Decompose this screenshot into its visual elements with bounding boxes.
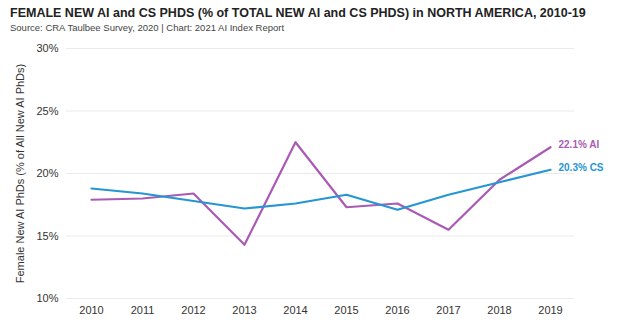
svg-text:2010: 2010 (79, 304, 103, 316)
svg-text:2016: 2016 (385, 304, 409, 316)
svg-text:25%: 25% (36, 105, 58, 117)
svg-text:2012: 2012 (181, 304, 205, 316)
svg-text:2018: 2018 (487, 304, 511, 316)
svg-text:30%: 30% (36, 42, 58, 54)
svg-text:22.1% AI: 22.1% AI (559, 139, 600, 150)
svg-text:20%: 20% (36, 167, 58, 179)
html-text:FEMALE NEW AI and CS PHDS (% o: FEMALE NEW AI and CS PHDS (% of TOTAL NE… (10, 6, 586, 20)
svg-text:15%: 15% (36, 230, 58, 242)
svg-text:2014: 2014 (283, 304, 307, 316)
html-text:Source: CRA Taulbee Survey, 20: Source: CRA Taulbee Survey, 2020 | Chart… (10, 22, 285, 33)
svg-text:Female New AI PhDs (% of All N: Female New AI PhDs (% of All New AI PhDs… (14, 64, 26, 283)
svg-text:2019: 2019 (538, 304, 562, 316)
svg-text:10%: 10% (36, 292, 58, 304)
svg-text:2015: 2015 (334, 304, 358, 316)
svg-text:2011: 2011 (131, 304, 155, 316)
svg-text:2017: 2017 (436, 304, 460, 316)
svg-text:20.3% CS: 20.3% CS (559, 162, 604, 173)
svg-text:2013: 2013 (232, 304, 256, 316)
